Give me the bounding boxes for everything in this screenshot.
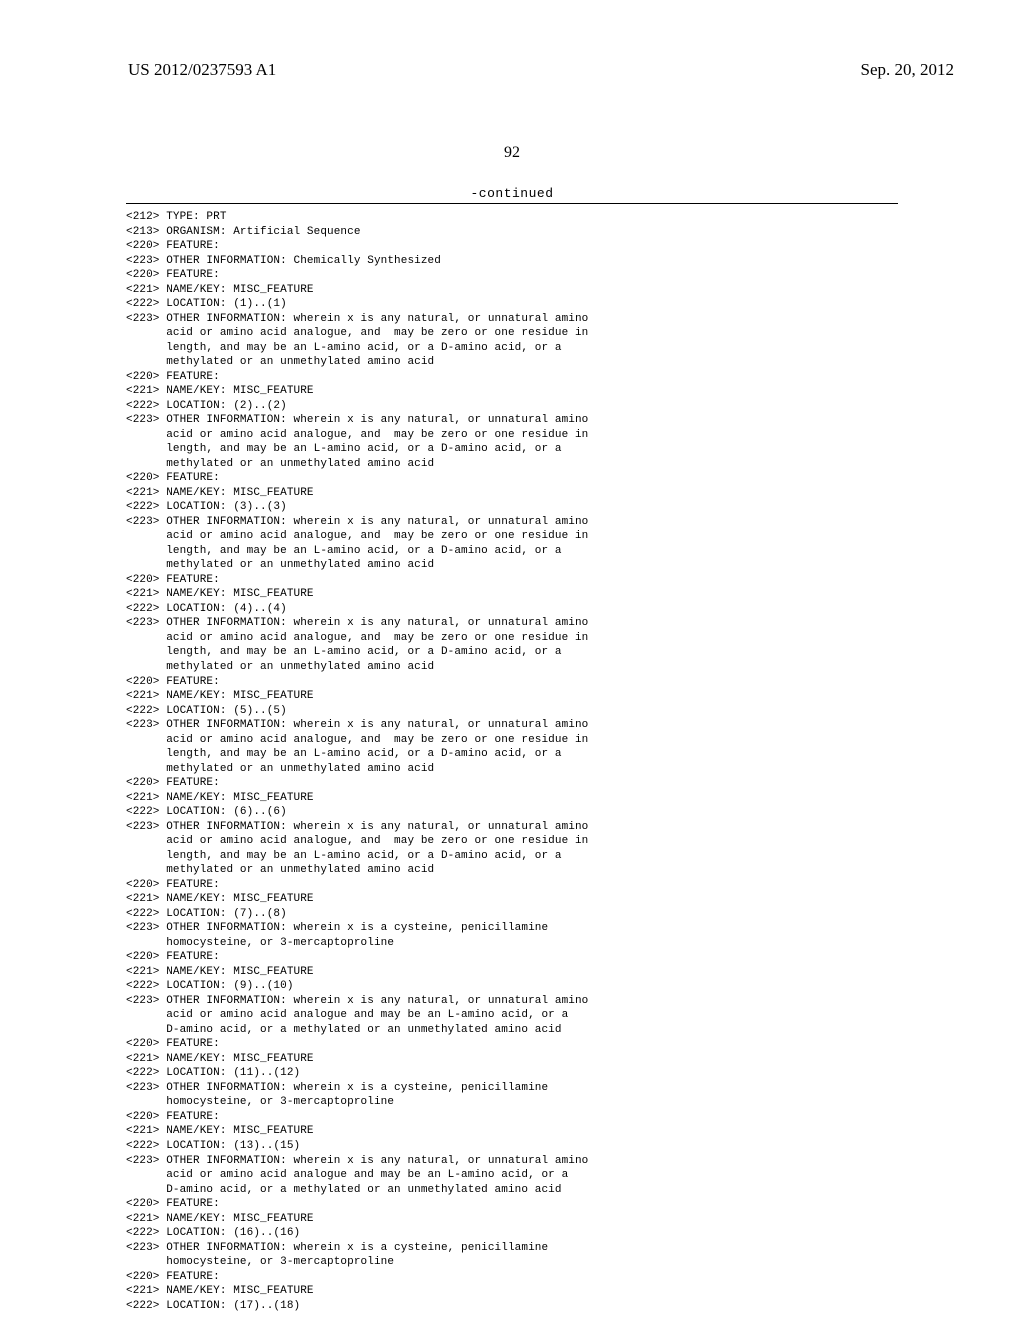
publication-number: US 2012/0237593 A1 [128, 60, 276, 80]
rule-top [126, 203, 898, 204]
continued-label: -continued [0, 186, 1024, 201]
publication-date: Sep. 20, 2012 [861, 60, 955, 80]
page-header: US 2012/0237593 A1 Sep. 20, 2012 [0, 0, 1024, 104]
page-number: 92 [0, 144, 1024, 162]
sequence-listing: <212> TYPE: PRT <213> ORGANISM: Artifici… [126, 210, 1024, 1313]
